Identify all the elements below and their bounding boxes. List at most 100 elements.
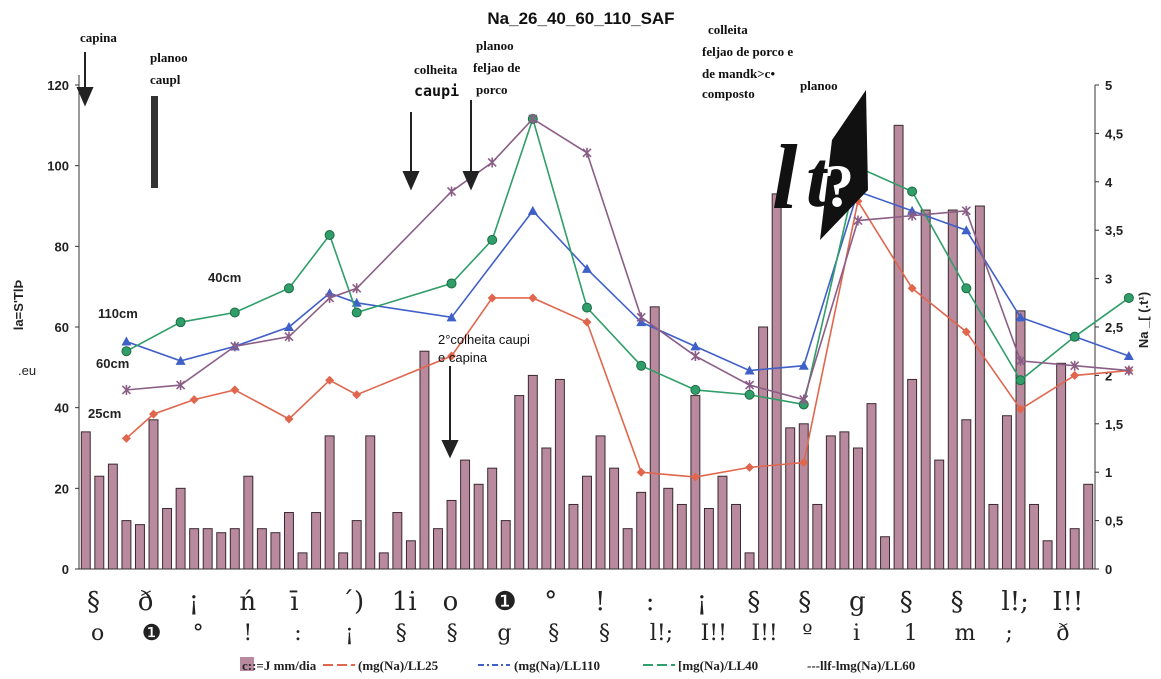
bar-1 <box>94 475 105 570</box>
series-lines <box>121 113 1134 482</box>
bars <box>80 124 1094 570</box>
right-tick-label-7: 3,5 <box>1105 223 1123 238</box>
series-0-point-12 <box>690 472 700 482</box>
right-tick-label-4: 2 <box>1105 368 1112 383</box>
bar-8 <box>189 528 200 570</box>
bar-52 <box>785 427 796 570</box>
bar-6 <box>162 508 173 570</box>
garble-top-15: g <box>849 587 866 617</box>
series-3-point-0 <box>121 384 131 395</box>
series-2-point-0 <box>121 346 132 357</box>
bar-21 <box>365 435 376 570</box>
bar-9 <box>202 528 213 570</box>
right-tick-label-5: 2,5 <box>1105 320 1123 335</box>
left-tick-label-4: 80 <box>55 239 69 254</box>
annotation-planoo-1: planoo <box>150 50 188 65</box>
series-0-point-7 <box>447 351 457 361</box>
series-0-point-10 <box>582 317 592 327</box>
series-3-point-3 <box>284 331 294 342</box>
bar-28 <box>460 459 471 570</box>
series-0-point-11 <box>636 467 646 477</box>
garble-top-10: ! <box>595 587 605 617</box>
left-tick-label-3: 60 <box>55 320 69 335</box>
garble-bottom-19: ð <box>1056 621 1069 646</box>
bar-32 <box>514 395 525 570</box>
bar-58 <box>866 403 877 570</box>
series-3-point-1 <box>176 380 186 391</box>
garble-top-4: ī <box>289 587 298 617</box>
series-3-point-4 <box>325 292 335 303</box>
series-1-point-3 <box>283 322 294 331</box>
garble-top-13: § <box>747 587 760 617</box>
series-1-point-1 <box>175 355 186 365</box>
series-0-point-3 <box>230 385 240 395</box>
bar-65 <box>961 419 972 570</box>
series-3-point-12 <box>744 380 755 391</box>
bar-12 <box>243 475 254 570</box>
garble-bottom-2: ° <box>193 621 204 646</box>
bar-40 <box>622 528 633 570</box>
series-2-point-18 <box>1069 331 1080 342</box>
series-1-point-18 <box>1123 351 1134 361</box>
right-tick-label-9: 4,5 <box>1105 126 1123 141</box>
series-2-point-7 <box>487 234 498 245</box>
legend: c::=J mm/dia (mg(Na)/LL25 (mg(Na)/LL110 … <box>240 657 915 673</box>
right-axis-ticks: 0 0,5 1 1,5 2 2,5 3 3,5 4 4,5 5 <box>1095 78 1123 577</box>
series-2-point-15 <box>907 186 918 197</box>
series-2-point-2 <box>229 307 240 318</box>
series-0-point-17 <box>961 327 971 337</box>
bar-31 <box>500 520 511 570</box>
bar-47 <box>717 475 728 570</box>
garble-top-12: ¡ <box>697 587 707 617</box>
bar-54 <box>812 503 823 570</box>
garble-bottom-10: § <box>599 621 610 646</box>
garble-bottom-11: l!; <box>650 621 673 646</box>
annotation-planoo-3: planoo <box>800 78 838 93</box>
bar-16 <box>297 552 308 570</box>
bar-70 <box>1029 503 1040 570</box>
bar-60 <box>893 124 904 570</box>
annotation-feljao-porco: feljao de porco e <box>702 44 793 59</box>
series-1-point-16 <box>1015 312 1026 322</box>
right-tick-label-2: 1 <box>1105 465 1112 480</box>
annotation-2colheita: 2°colheita caupi <box>438 332 530 347</box>
series-3-point-14 <box>853 215 863 226</box>
garble-top-3: ń <box>239 587 256 617</box>
series-3-point-8 <box>528 113 538 124</box>
bar-14 <box>270 532 281 570</box>
legend-line-40-label: [mg(Na)/LL40 <box>678 658 758 673</box>
event-arrows <box>76 52 480 459</box>
garble-top-7: o <box>443 587 459 617</box>
bar-13 <box>256 528 267 570</box>
depth-label-40: 40cm <box>208 270 241 285</box>
series-0-point-2 <box>189 395 199 405</box>
bar-2 <box>107 463 118 570</box>
right-tick-label-3: 1,5 <box>1105 417 1123 432</box>
garble-top-5: ´) <box>341 587 364 617</box>
garble-top-2: ¡ <box>189 587 199 617</box>
series-line-2 <box>126 116 1130 406</box>
left-tick-label-2: 40 <box>55 401 69 416</box>
bar-4 <box>134 524 145 570</box>
bar-63 <box>934 459 945 570</box>
series-3-point-17 <box>1015 355 1026 366</box>
series-2-point-3 <box>283 283 294 294</box>
garble-top-19: I!! <box>1052 587 1083 617</box>
bar-7 <box>175 487 186 570</box>
series-2-point-9 <box>582 302 592 313</box>
bar-19 <box>338 552 349 570</box>
garble-top-11: : <box>646 587 655 617</box>
bar-29 <box>473 483 484 570</box>
scan-artifact: l t ? <box>772 90 868 240</box>
right-tick-label-6: 3 <box>1105 272 1112 287</box>
annotation-e-capina: e capina <box>438 350 488 365</box>
bar-48 <box>731 503 741 570</box>
svg-text:l: l <box>772 126 798 228</box>
bar-5 <box>148 419 159 570</box>
bar-55 <box>825 435 836 570</box>
series-2-point-16 <box>961 283 972 294</box>
series-3-point-2 <box>230 341 240 352</box>
series-3-point-16 <box>961 205 971 216</box>
marker-planoo-caupl <box>151 96 158 188</box>
